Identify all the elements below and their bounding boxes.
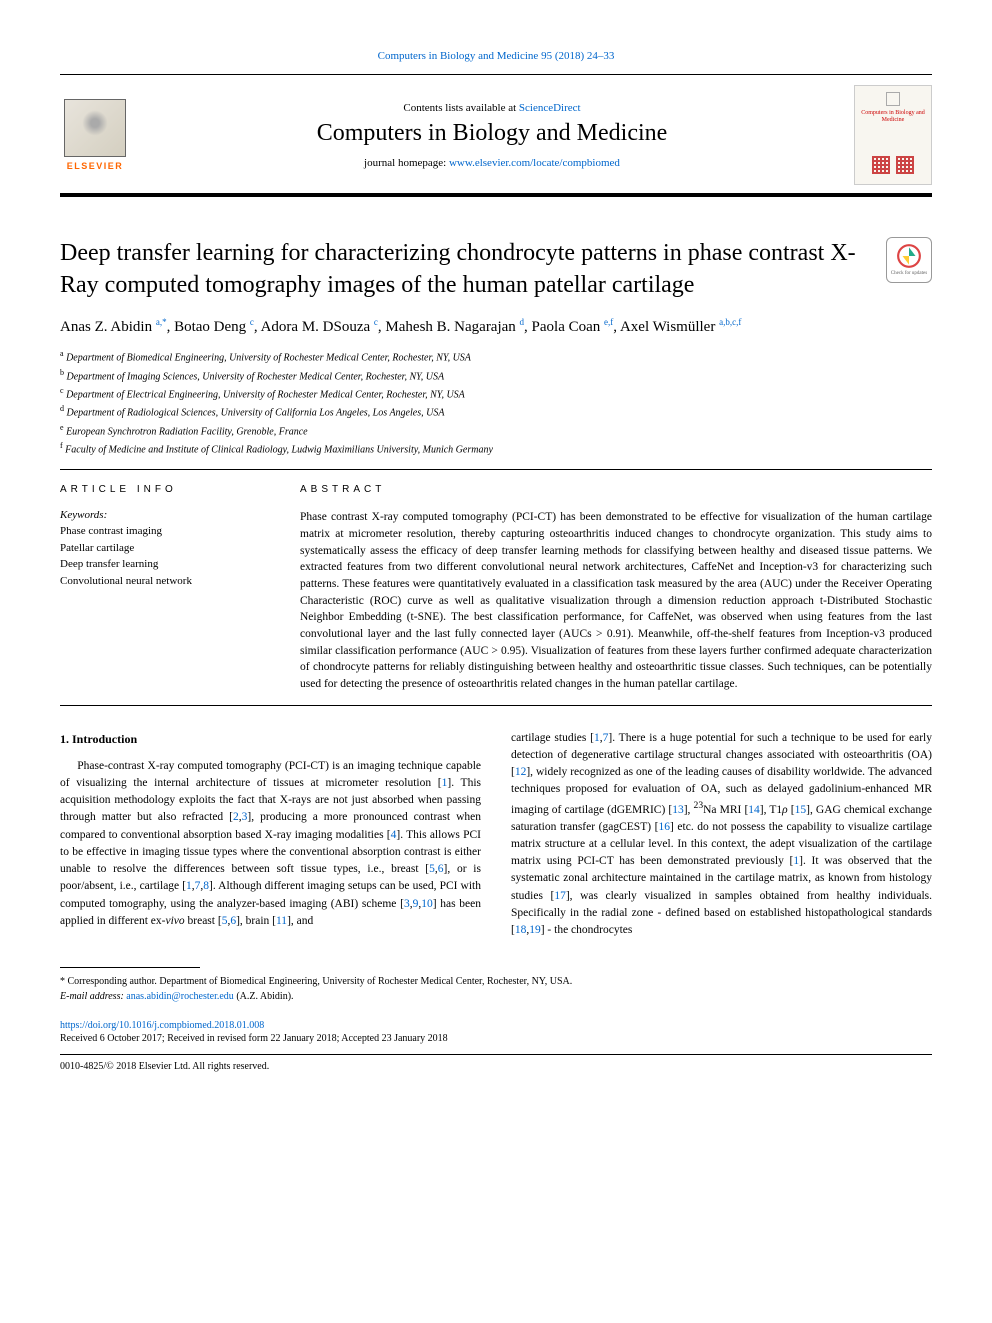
cover-qr-row (872, 156, 914, 174)
qr-code-icon (896, 156, 914, 174)
email-line: E-mail address: anas.abidin@rochester.ed… (60, 989, 932, 1004)
abstract-text: Phase contrast X-ray computed tomography… (300, 509, 932, 692)
check-for-updates-button[interactable]: Check for updates (886, 237, 932, 283)
page-root: Computers in Biology and Medicine 95 (20… (0, 0, 992, 1112)
elsevier-tree-icon (64, 99, 126, 157)
email-label: E-mail address: (60, 991, 126, 1002)
issue-citation: Computers in Biology and Medicine 95 (20… (60, 50, 932, 62)
journal-cover-thumbnail: Computers in Biology and Medicine (854, 85, 932, 185)
email-author: (A.Z. Abidin). (234, 991, 294, 1002)
section-heading: 1. Introduction (60, 730, 481, 748)
affiliation-item: d Department of Radiological Sciences, U… (60, 403, 932, 420)
authors-line: Anas Z. Abidin a,*, Botao Deng c, Adora … (60, 316, 932, 339)
affiliations-list: a Department of Biomedical Engineering, … (60, 348, 932, 457)
check-updates-label: Check for updates (891, 271, 927, 277)
article-title: Deep transfer learning for characterizin… (60, 237, 866, 302)
keywords-list: Phase contrast imagingPatellar cartilage… (60, 523, 260, 589)
affiliation-item: e European Synchrotron Radiation Facilit… (60, 422, 932, 439)
body-column-right: cartilage studies [1,7]. There is a huge… (511, 730, 932, 940)
corresp-star: * (60, 976, 65, 987)
keyword-item: Patellar cartilage (60, 540, 260, 557)
affiliation-item: b Department of Imaging Sciences, Univer… (60, 367, 932, 384)
check-updates-icon (896, 243, 922, 269)
divider (60, 469, 932, 470)
issue-citation-link[interactable]: Computers in Biology and Medicine 95 (20… (378, 50, 615, 62)
keywords-label: Keywords: (60, 509, 260, 521)
footer-separator (60, 967, 200, 968)
correspondence-line: * Corresponding author. Department of Bi… (60, 974, 932, 989)
journal-header: ELSEVIER Contents lists available at Sci… (60, 74, 932, 197)
header-center: Contents lists available at ScienceDirec… (150, 102, 834, 169)
body-paragraph: Phase-contrast X-ray computed tomography… (60, 758, 481, 931)
affiliation-item: a Department of Biomedical Engineering, … (60, 348, 932, 365)
sciencedirect-link[interactable]: ScienceDirect (519, 102, 581, 114)
journal-name: Computers in Biology and Medicine (150, 120, 834, 147)
homepage-link[interactable]: www.elsevier.com/locate/compbiomed (449, 157, 620, 169)
info-abstract-row: ARTICLE INFO Keywords: Phase contrast im… (60, 484, 932, 705)
keyword-item: Deep transfer learning (60, 556, 260, 573)
body-two-column: 1. Introduction Phase-contrast X-ray com… (60, 730, 932, 940)
body-paragraph: cartilage studies [1,7]. There is a huge… (511, 730, 932, 940)
abstract-header: ABSTRACT (300, 484, 932, 495)
corresp-text: Corresponding author. Department of Biom… (68, 976, 573, 987)
received-line: Received 6 October 2017; Received in rev… (60, 1033, 932, 1044)
cover-mark-icon (886, 92, 900, 106)
homepage-label: journal homepage: (364, 157, 449, 169)
doi-line: https://doi.org/10.1016/j.compbiomed.201… (60, 1020, 932, 1031)
keyword-item: Phase contrast imaging (60, 523, 260, 540)
elsevier-label: ELSEVIER (67, 161, 124, 171)
affiliation-item: f Faculty of Medicine and Institute of C… (60, 440, 932, 457)
article-info-column: ARTICLE INFO Keywords: Phase contrast im… (60, 484, 260, 692)
body-column-left: 1. Introduction Phase-contrast X-ray com… (60, 730, 481, 940)
abstract-column: ABSTRACT Phase contrast X-ray computed t… (300, 484, 932, 692)
elsevier-logo: ELSEVIER (60, 95, 130, 175)
email-link[interactable]: anas.abidin@rochester.edu (126, 991, 234, 1002)
correspondence-block: * Corresponding author. Department of Bi… (60, 974, 932, 1004)
doi-link[interactable]: https://doi.org/10.1016/j.compbiomed.201… (60, 1020, 264, 1031)
keyword-item: Convolutional neural network (60, 573, 260, 590)
title-section: Deep transfer learning for characterizin… (60, 237, 932, 302)
homepage-line: journal homepage: www.elsevier.com/locat… (150, 157, 834, 169)
article-info-header: ARTICLE INFO (60, 484, 260, 495)
copyright-line: 0010-4825/© 2018 Elsevier Ltd. All right… (60, 1054, 932, 1072)
contents-text: Contents lists available at (403, 102, 518, 114)
contents-line: Contents lists available at ScienceDirec… (150, 102, 834, 114)
qr-code-icon (872, 156, 890, 174)
cover-title: Computers in Biology and Medicine (857, 110, 929, 124)
affiliation-item: c Department of Electrical Engineering, … (60, 385, 932, 402)
